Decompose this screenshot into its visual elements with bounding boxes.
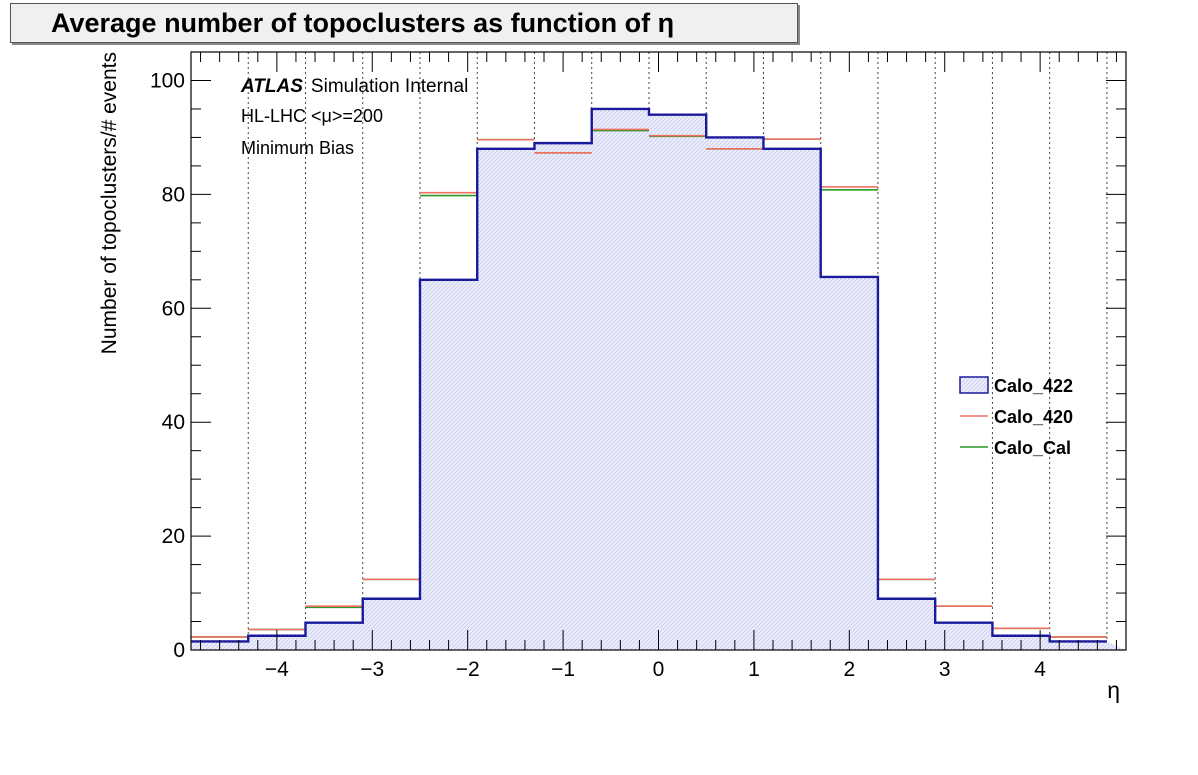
atlas-label: ATLAS Simulation Internal bbox=[240, 76, 468, 97]
x-axis-label: η bbox=[1107, 677, 1120, 703]
y-tick-label: 0 bbox=[173, 639, 185, 662]
x-tick-label: 2 bbox=[843, 658, 855, 681]
y-axis-label: Number of topoclusters/# events bbox=[98, 52, 121, 354]
legend-entry: Calo_422 bbox=[994, 376, 1073, 396]
x-tick-label: −2 bbox=[456, 658, 480, 681]
chart-title: Average number of topoclusters as functi… bbox=[10, 3, 798, 43]
x-tick-label: 0 bbox=[653, 658, 665, 681]
y-tick-label: 80 bbox=[162, 183, 185, 206]
y-tick-label: 60 bbox=[162, 297, 185, 320]
run-condition-label: HL-LHC <μ>=200 bbox=[241, 106, 383, 126]
series-fill-calo-422 bbox=[191, 108, 1126, 650]
legend-swatch bbox=[959, 376, 989, 394]
sample-label: Minimum Bias bbox=[241, 138, 354, 158]
x-tick-label: −4 bbox=[265, 658, 289, 681]
legend-entry: Calo_Cal bbox=[994, 438, 1071, 458]
y-tick-label: 20 bbox=[162, 525, 185, 548]
x-tick-label: 3 bbox=[939, 658, 951, 681]
x-tick-label: 1 bbox=[748, 658, 760, 681]
legend-entry: Calo_420 bbox=[994, 407, 1073, 427]
y-tick-label: 100 bbox=[150, 69, 185, 92]
x-tick-label: 4 bbox=[1034, 658, 1046, 681]
series-line-calo-422 bbox=[191, 107, 1107, 643]
x-tick-label: −3 bbox=[360, 658, 384, 681]
x-tick-label: −1 bbox=[551, 658, 575, 681]
y-tick-label: 40 bbox=[162, 411, 185, 434]
